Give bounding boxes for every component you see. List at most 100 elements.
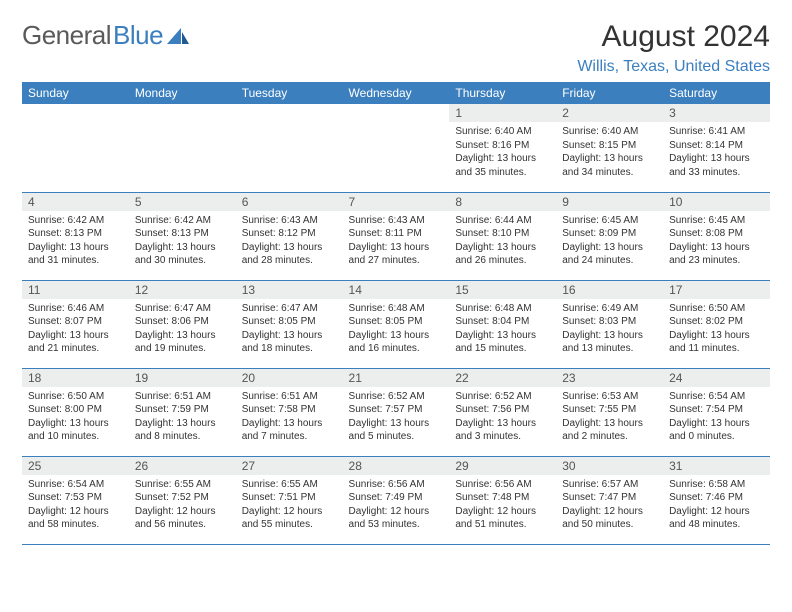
day-number: 29 — [449, 457, 556, 475]
day-line-dl2: and 51 minutes. — [455, 518, 550, 532]
day-line-dl2: and 10 minutes. — [28, 430, 123, 444]
logo-text-gray: General — [22, 20, 111, 51]
weekday-header: Sunday — [22, 82, 129, 104]
calendar-week: 18Sunrise: 6:50 AMSunset: 8:00 PMDayligh… — [22, 368, 770, 456]
day-line-dl2: and 11 minutes. — [669, 342, 764, 356]
weekday-row: Sunday Monday Tuesday Wednesday Thursday… — [22, 82, 770, 104]
header: GeneralBlue August 2024 Willis, Texas, U… — [22, 20, 770, 76]
day-line-dl1: Daylight: 13 hours — [28, 241, 123, 255]
day-number: 11 — [22, 281, 129, 299]
day-line-sr: Sunrise: 6:40 AM — [562, 125, 657, 139]
day-line-ss: Sunset: 8:08 PM — [669, 227, 764, 241]
day-line-ss: Sunset: 7:58 PM — [242, 403, 337, 417]
day-details: Sunrise: 6:51 AMSunset: 7:58 PMDaylight:… — [236, 387, 343, 448]
calendar-day: 28Sunrise: 6:56 AMSunset: 7:49 PMDayligh… — [343, 456, 450, 544]
day-number: 17 — [663, 281, 770, 299]
calendar-day: 26Sunrise: 6:55 AMSunset: 7:52 PMDayligh… — [129, 456, 236, 544]
location: Willis, Texas, United States — [577, 58, 770, 76]
day-line-ss: Sunset: 8:10 PM — [455, 227, 550, 241]
day-line-ss: Sunset: 8:11 PM — [349, 227, 444, 241]
weekday-header: Thursday — [449, 82, 556, 104]
day-number: 22 — [449, 369, 556, 387]
day-line-ss: Sunset: 7:59 PM — [135, 403, 230, 417]
day-line-dl2: and 50 minutes. — [562, 518, 657, 532]
day-line-sr: Sunrise: 6:43 AM — [349, 214, 444, 228]
day-number: 23 — [556, 369, 663, 387]
day-number: 5 — [129, 193, 236, 211]
day-line-dl1: Daylight: 13 hours — [349, 417, 444, 431]
day-line-sr: Sunrise: 6:55 AM — [135, 478, 230, 492]
day-number: 16 — [556, 281, 663, 299]
day-line-sr: Sunrise: 6:41 AM — [669, 125, 764, 139]
day-details: Sunrise: 6:54 AMSunset: 7:53 PMDaylight:… — [22, 475, 129, 536]
calendar-day: 2Sunrise: 6:40 AMSunset: 8:15 PMDaylight… — [556, 104, 663, 192]
day-line-ss: Sunset: 7:56 PM — [455, 403, 550, 417]
day-line-ss: Sunset: 8:04 PM — [455, 315, 550, 329]
day-line-ss: Sunset: 7:55 PM — [562, 403, 657, 417]
day-line-ss: Sunset: 8:03 PM — [562, 315, 657, 329]
day-line-ss: Sunset: 7:46 PM — [669, 491, 764, 505]
calendar-day: 21Sunrise: 6:52 AMSunset: 7:57 PMDayligh… — [343, 368, 450, 456]
day-line-dl2: and 28 minutes. — [242, 254, 337, 268]
day-line-sr: Sunrise: 6:48 AM — [349, 302, 444, 316]
day-details: Sunrise: 6:45 AMSunset: 8:09 PMDaylight:… — [556, 211, 663, 272]
day-line-sr: Sunrise: 6:45 AM — [562, 214, 657, 228]
weekday-header: Friday — [556, 82, 663, 104]
calendar-day: 3 Sunrise: 6:41 AMSunset: 8:14 PMDaylight… — [663, 104, 770, 192]
day-line-sr: Sunrise: 6:49 AM — [562, 302, 657, 316]
day-number: 3 — [663, 104, 770, 122]
day-line-sr: Sunrise: 6:56 AM — [455, 478, 550, 492]
day-line-sr: Sunrise: 6:56 AM — [349, 478, 444, 492]
day-line-sr: Sunrise: 6:52 AM — [455, 390, 550, 404]
day-details: Sunrise: 6:53 AMSunset: 7:55 PMDaylight:… — [556, 387, 663, 448]
calendar-day — [236, 104, 343, 192]
day-line-dl1: Daylight: 13 hours — [349, 241, 444, 255]
day-number: 13 — [236, 281, 343, 299]
day-line-dl2: and 15 minutes. — [455, 342, 550, 356]
day-details: Sunrise: 6:50 AMSunset: 8:00 PMDaylight:… — [22, 387, 129, 448]
calendar-body: 1Sunrise: 6:40 AMSunset: 8:16 PMDaylight… — [22, 104, 770, 544]
day-number: 12 — [129, 281, 236, 299]
day-line-sr: Sunrise: 6:57 AM — [562, 478, 657, 492]
day-line-dl1: Daylight: 12 hours — [669, 505, 764, 519]
day-details: Sunrise: 6:56 AMSunset: 7:48 PMDaylight:… — [449, 475, 556, 536]
calendar-page: GeneralBlue August 2024 Willis, Texas, U… — [0, 0, 792, 565]
day-line-dl2: and 33 minutes. — [669, 166, 764, 180]
day-details: Sunrise: 6:57 AMSunset: 7:47 PMDaylight:… — [556, 475, 663, 536]
day-line-sr: Sunrise: 6:44 AM — [455, 214, 550, 228]
calendar-day: 10Sunrise: 6:45 AMSunset: 8:08 PMDayligh… — [663, 192, 770, 280]
day-line-dl1: Daylight: 13 hours — [669, 417, 764, 431]
day-line-dl2: and 8 minutes. — [135, 430, 230, 444]
day-line-dl1: Daylight: 13 hours — [669, 329, 764, 343]
weekday-header: Wednesday — [343, 82, 450, 104]
day-line-dl1: Daylight: 13 hours — [28, 417, 123, 431]
calendar-day — [129, 104, 236, 192]
day-line-ss: Sunset: 8:00 PM — [28, 403, 123, 417]
calendar-day: 14Sunrise: 6:48 AMSunset: 8:05 PMDayligh… — [343, 280, 450, 368]
calendar-day: 4Sunrise: 6:42 AMSunset: 8:13 PMDaylight… — [22, 192, 129, 280]
day-number: 20 — [236, 369, 343, 387]
day-line-dl1: Daylight: 13 hours — [669, 152, 764, 166]
day-line-sr: Sunrise: 6:55 AM — [242, 478, 337, 492]
day-number: 26 — [129, 457, 236, 475]
day-number: 27 — [236, 457, 343, 475]
calendar-day: 30Sunrise: 6:57 AMSunset: 7:47 PMDayligh… — [556, 456, 663, 544]
day-line-ss: Sunset: 8:13 PM — [28, 227, 123, 241]
calendar-day: 31Sunrise: 6:58 AMSunset: 7:46 PMDayligh… — [663, 456, 770, 544]
day-line-ss: Sunset: 8:14 PM — [669, 139, 764, 153]
day-line-sr: Sunrise: 6:53 AM — [562, 390, 657, 404]
calendar-day: 16Sunrise: 6:49 AMSunset: 8:03 PMDayligh… — [556, 280, 663, 368]
day-line-sr: Sunrise: 6:48 AM — [455, 302, 550, 316]
day-line-ss: Sunset: 8:07 PM — [28, 315, 123, 329]
day-line-dl1: Daylight: 13 hours — [135, 417, 230, 431]
day-line-dl1: Daylight: 12 hours — [28, 505, 123, 519]
logo: GeneralBlue — [22, 20, 189, 51]
day-line-ss: Sunset: 7:51 PM — [242, 491, 337, 505]
day-line-dl2: and 2 minutes. — [562, 430, 657, 444]
day-line-dl1: Daylight: 13 hours — [562, 241, 657, 255]
day-line-dl1: Daylight: 13 hours — [669, 241, 764, 255]
day-line-dl2: and 5 minutes. — [349, 430, 444, 444]
day-line-dl1: Daylight: 13 hours — [242, 417, 337, 431]
weekday-header: Saturday — [663, 82, 770, 104]
day-number: 8 — [449, 193, 556, 211]
